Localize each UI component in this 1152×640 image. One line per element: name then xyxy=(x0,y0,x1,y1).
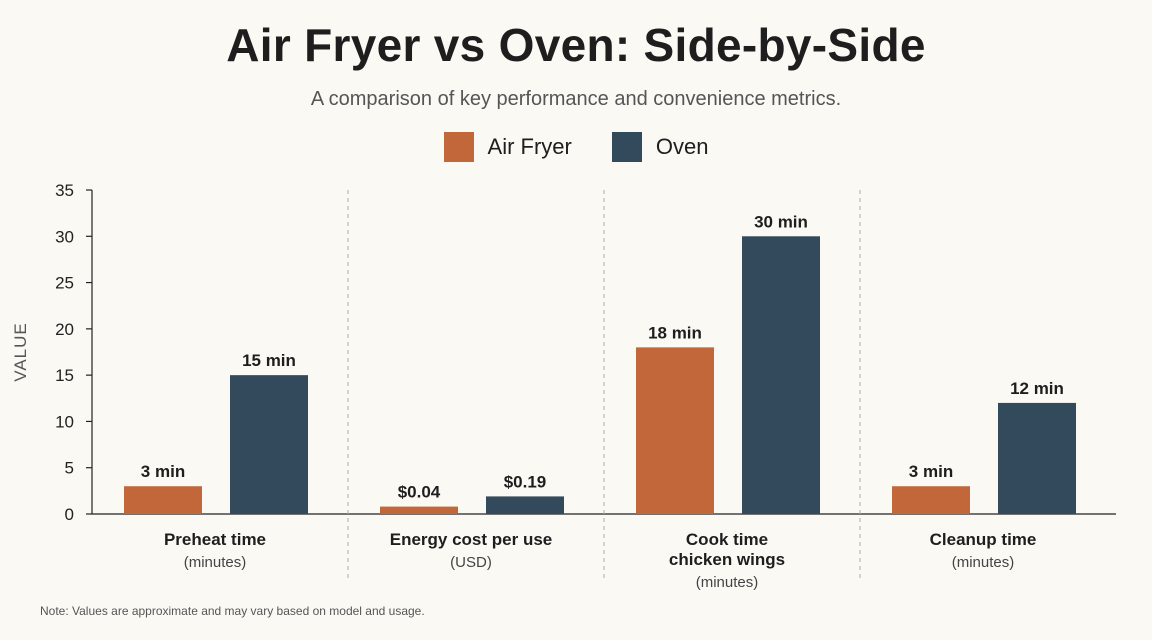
chart-title: Air Fryer vs Oven: Side-by-Side xyxy=(226,19,926,71)
legend-swatch-oven xyxy=(611,132,642,162)
bar-air-fryer xyxy=(636,347,714,514)
data-label-air-fryer: 3 min xyxy=(909,462,953,481)
bar-oven xyxy=(742,236,820,515)
chart-subtitle: A comparison of key performance and conv… xyxy=(310,88,842,110)
bar-air-fryer xyxy=(124,486,202,514)
legend-label-oven: Oven xyxy=(655,134,709,159)
data-label-air-fryer: $0.04 xyxy=(398,483,441,502)
x-tick-label: Energy cost per use xyxy=(390,530,553,549)
footnote: Note: Values are approximate and may var… xyxy=(40,604,425,618)
data-label-oven: $0.19 xyxy=(504,472,547,491)
y-tick-label: 10 xyxy=(55,412,74,431)
x-tick-label: Cleanup time xyxy=(930,530,1037,549)
bar-oven xyxy=(998,402,1076,514)
data-label-oven: 30 min xyxy=(754,212,808,231)
data-label-oven: 15 min xyxy=(242,351,296,370)
y-axis-label: VALUE xyxy=(11,322,30,382)
y-tick-label: 15 xyxy=(55,366,74,385)
x-tick-unit: (minutes) xyxy=(184,554,247,571)
x-tick-label: Preheat time xyxy=(164,530,266,549)
data-label-air-fryer: 18 min xyxy=(648,323,702,342)
y-tick-label: 0 xyxy=(65,505,74,524)
legend-label-air-fryer: Air Fryer xyxy=(487,134,572,159)
x-tick-unit: (minutes) xyxy=(696,574,759,591)
x-tick-unit: (USD) xyxy=(450,554,492,571)
y-tick-label: 35 xyxy=(55,181,74,200)
x-tick-label: Cook time xyxy=(686,530,768,549)
y-tick-label: 25 xyxy=(55,274,74,293)
bar-oven xyxy=(486,496,564,514)
bar-air-fryer xyxy=(892,486,970,514)
data-label-oven: 12 min xyxy=(1010,379,1064,398)
bar-oven xyxy=(230,375,308,514)
legend-swatch-air-fryer xyxy=(443,132,474,162)
y-tick-label: 20 xyxy=(55,320,74,339)
x-tick-label: chicken wings xyxy=(669,550,785,569)
y-tick-label: 5 xyxy=(65,459,74,478)
legend-item-air-fryer: Air Fryer xyxy=(443,132,572,162)
x-tick-unit: (minutes) xyxy=(952,554,1015,571)
y-tick-label: 30 xyxy=(55,227,74,246)
legend: Air Fryer Oven xyxy=(0,132,1152,162)
data-label-air-fryer: 3 min xyxy=(141,462,185,481)
legend-item-oven: Oven xyxy=(611,132,709,162)
bar-air-fryer xyxy=(380,506,458,514)
